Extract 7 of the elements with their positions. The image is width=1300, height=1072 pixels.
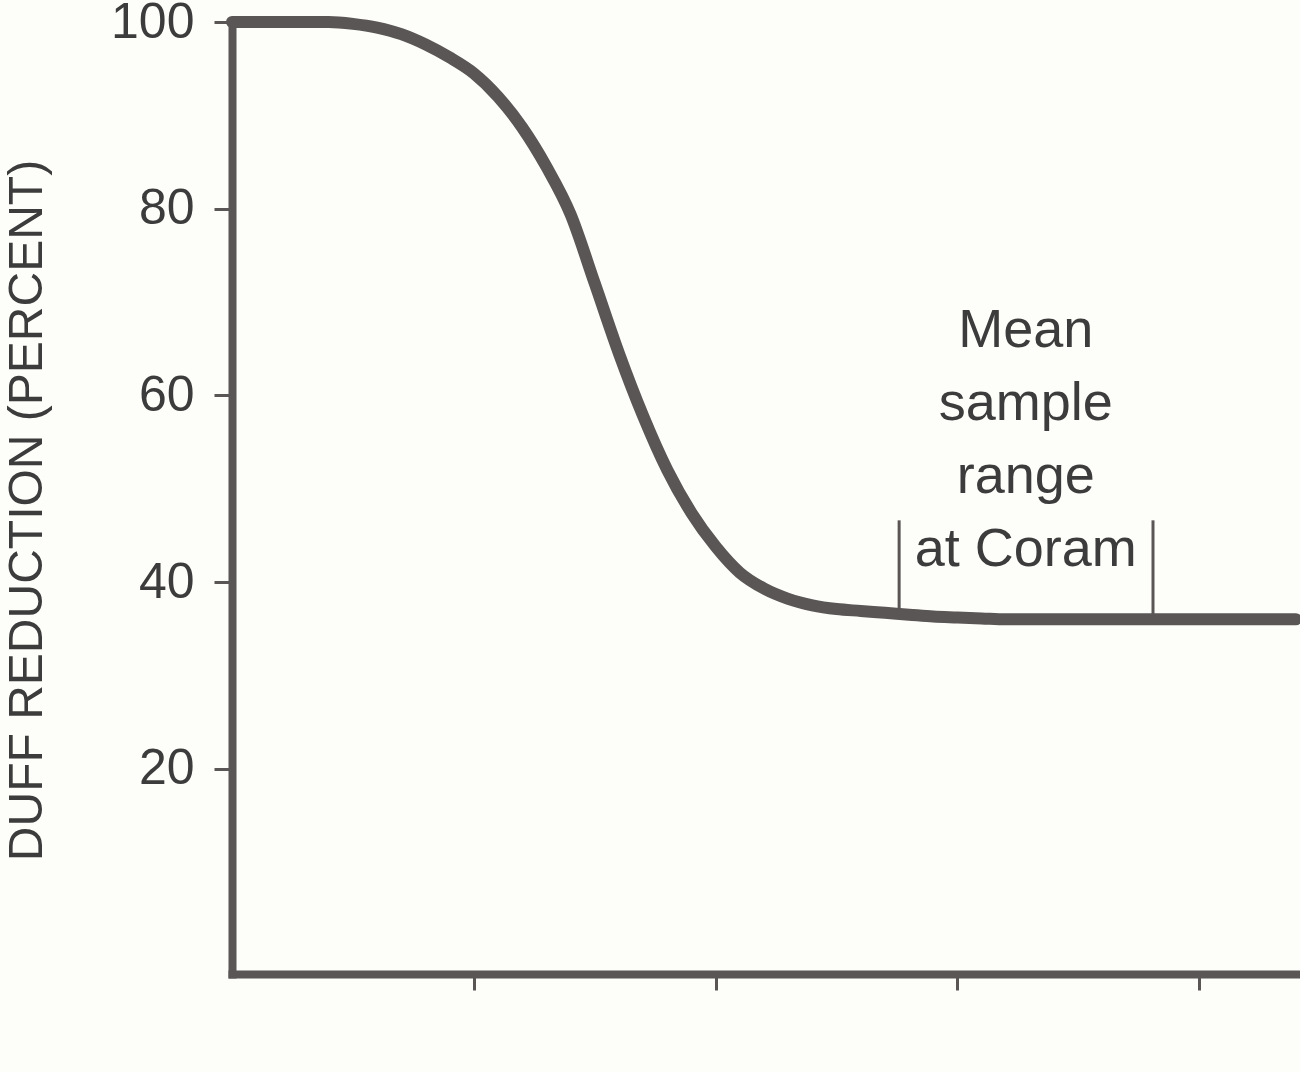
y-tick-label: 80: [138, 179, 195, 236]
y-tick-label: 60: [138, 365, 195, 422]
y-tick-label: 20: [138, 739, 195, 796]
y-tick-label: 100: [111, 0, 195, 49]
annotation: Mean sample range at Coram: [914, 298, 1137, 578]
y-axis-title: DUFF REDUCTION (PERCENT): [0, 159, 52, 862]
y-tick-label: 40: [138, 552, 195, 609]
